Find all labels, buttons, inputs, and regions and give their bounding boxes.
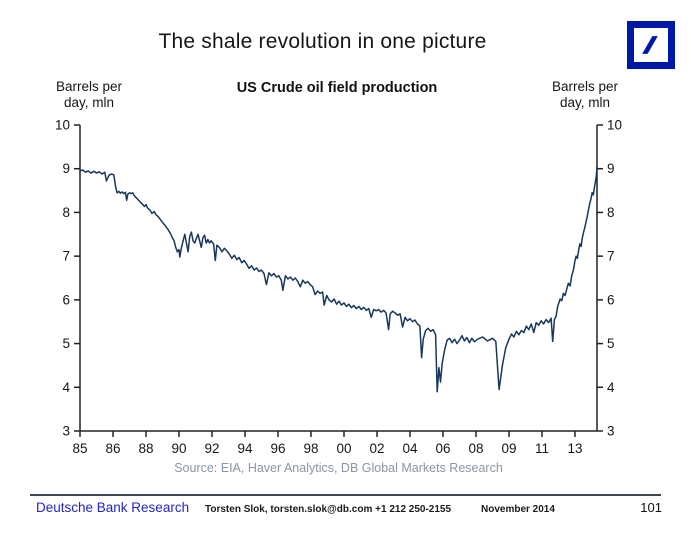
- y-tick-label-right: 4: [607, 380, 615, 395]
- chart-title: US Crude oil field production: [236, 80, 438, 96]
- x-tick-label: 98: [303, 441, 318, 456]
- x-tick-label: 88: [138, 441, 153, 456]
- x-tick-label: 90: [171, 441, 186, 456]
- y-tick-label-left: 5: [62, 336, 70, 351]
- y-tick-label-right: 8: [607, 205, 615, 220]
- deutsche-bank-logo-icon: [627, 21, 675, 69]
- y-tick-label-right: 10: [607, 118, 622, 133]
- y-tick-label-left: 3: [62, 424, 70, 439]
- footer-date: November 2014: [481, 504, 555, 515]
- x-tick-label: 08: [468, 441, 483, 456]
- y-tick-label-left: 7: [62, 249, 70, 264]
- page-title: The shale revolution in one picture: [158, 30, 487, 53]
- y-tick-label-left: 4: [62, 380, 70, 395]
- footer-brand: Deutsche Bank Research: [36, 500, 190, 515]
- y-tick-label-right: 5: [607, 336, 615, 351]
- x-tick-label: 13: [567, 441, 582, 456]
- x-tick-label: 85: [72, 441, 87, 456]
- x-tick-label: 09: [501, 441, 516, 456]
- x-tick-label: 00: [336, 441, 351, 456]
- y-tick-label-right: 3: [607, 424, 615, 439]
- db-slash-icon: [642, 36, 658, 54]
- y-tick-label-left: 9: [62, 161, 70, 176]
- x-tick-label: 06: [435, 441, 450, 456]
- x-tick-label: 04: [402, 441, 418, 456]
- footer-divider: [30, 494, 661, 496]
- x-tick-label: 02: [369, 441, 384, 456]
- y-axis-label-left: Barrels per day, mln: [55, 79, 123, 110]
- y-tick-label-right: 7: [607, 249, 615, 264]
- x-tick-label: 92: [204, 441, 219, 456]
- page-number: 101: [640, 500, 662, 515]
- x-tick-label: 86: [105, 441, 120, 456]
- source-note: Source: EIA, Haver Analytics, DB Global …: [174, 461, 503, 475]
- production-series-line: [79, 165, 598, 393]
- x-tick-label: 94: [237, 441, 253, 456]
- x-tick-label: 96: [270, 441, 285, 456]
- y-tick-label-right: 6: [607, 292, 615, 307]
- y-axis-label-right: Barrels per day, mln: [551, 79, 619, 110]
- y-tick-label-left: 6: [62, 292, 70, 307]
- y-tick-label-left: 10: [55, 118, 70, 133]
- x-tick-label: 11: [535, 441, 549, 456]
- footer-contact: Torsten Slok, torsten.slok@db.com +1 212…: [205, 504, 452, 515]
- y-tick-label-right: 9: [607, 161, 615, 176]
- y-tick-label-left: 8: [62, 205, 70, 220]
